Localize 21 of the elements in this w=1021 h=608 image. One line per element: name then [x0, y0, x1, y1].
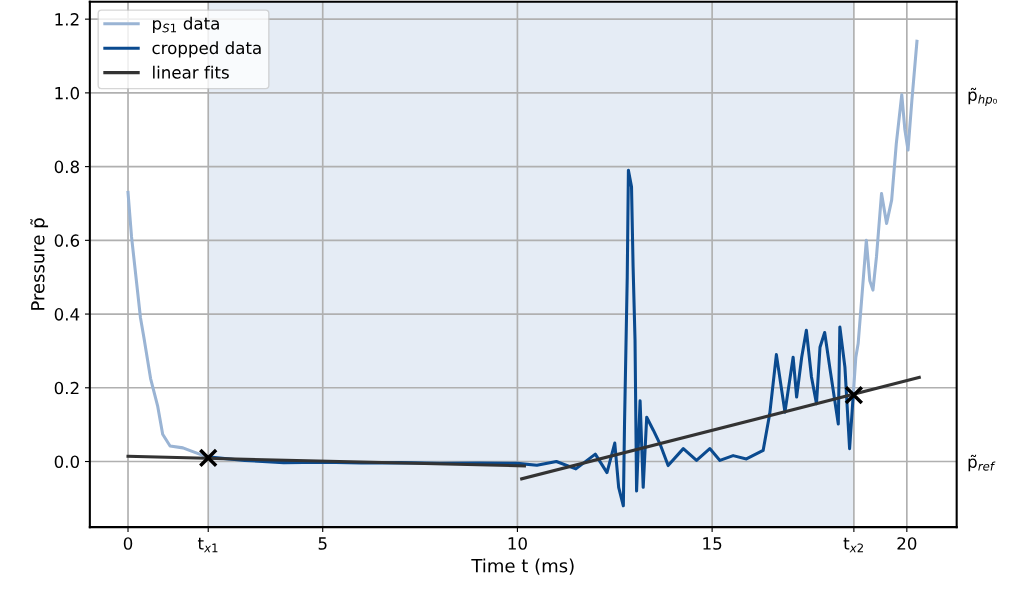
text: p̃$_{ref}$ — [968, 454, 996, 472]
legend-label: cropped data — [152, 41, 261, 58]
y-axis-title: Pressure p̃ — [30, 218, 49, 310]
y-tick-label: 0.2 — [54, 381, 79, 395]
legend-label: p$_{S1}$ data — [153, 16, 219, 33]
x-tick-label: 20 — [897, 537, 917, 550]
x-axis-title: Time t (ms) — [471, 558, 574, 575]
x-tick-label: 5 — [318, 537, 327, 550]
y-tick-label: 0.4 — [54, 308, 80, 321]
y-tick-label: 1.2 — [55, 13, 79, 26]
y-tick-label: 0.8 — [54, 160, 79, 174]
legend-label: linear fits — [153, 65, 229, 79]
x-tick-label: t$_{x2}$ — [843, 537, 863, 553]
text: p̃$_{hp₀}$ — [968, 87, 997, 106]
y-tick-label: 0.0 — [54, 455, 80, 469]
x-tick-label: 10 — [508, 537, 527, 550]
y-tick-label: 0.6 — [54, 234, 80, 247]
x-tick-label: t$_{x1}$ — [197, 537, 218, 553]
x-tick-label: 15 — [703, 537, 722, 550]
y-tick-label: 1.0 — [55, 86, 80, 100]
x-tick-label: 0 — [123, 537, 133, 550]
